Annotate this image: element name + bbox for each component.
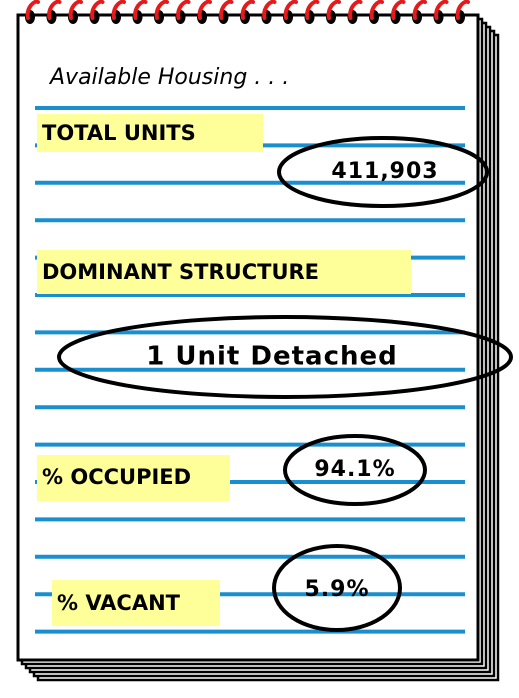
item-value: 1 Unit Detached — [146, 342, 398, 372]
item-value: 94.1% — [314, 457, 395, 482]
item-label: DOMINANT STRUCTURE — [42, 260, 319, 284]
item-label: % OCCUPIED — [42, 465, 191, 489]
item-label: TOTAL UNITS — [42, 121, 196, 145]
item-value: 5.9% — [304, 577, 369, 602]
item-label: % VACANT — [57, 591, 181, 615]
notepad: Available Housing . . . TOTAL UNITS 411,… — [0, 0, 519, 698]
heading: Available Housing . . . — [48, 65, 289, 90]
item-value: 411,903 — [331, 159, 438, 184]
